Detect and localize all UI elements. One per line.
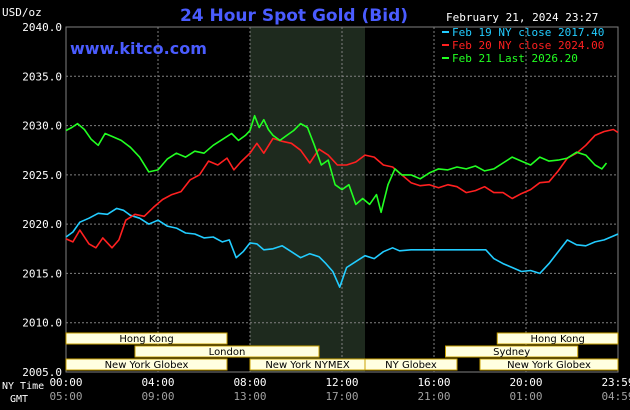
x-tick-label-gmt: 05:00 [49,390,82,403]
x-tick-label-ny: 20:00 [509,376,542,389]
series-line-3 [65,114,608,214]
ny-session-shade [250,27,365,372]
timestamp: February 21, 2024 23:27 [446,11,598,24]
y-tick-label: 2005.0 [22,366,62,379]
ny-time-row-label: NY Time [2,381,44,392]
legend-entry: Feb 21 Last 2026.20 [452,52,578,65]
session-label: New York Globex [105,360,189,371]
legend-entry: Feb 19 NY close 2017.40 [452,26,604,39]
x-tick-label-ny: 04:00 [141,376,174,389]
y-tick-label: 2020.0 [22,218,62,231]
x-tick-label-gmt: 13:00 [233,390,266,403]
chart-title: 24 Hour Spot Gold (Bid) [180,6,408,26]
y-tick-label: 2035.0 [22,70,62,83]
x-tick-label-gmt: 17:00 [325,390,358,403]
y-tick-label: 2030.0 [22,120,62,133]
gmt-row-label: GMT [10,394,28,405]
x-tick-label-gmt: 21:00 [417,390,450,403]
session-bar [134,345,320,358]
session-label: Sydney [493,347,530,358]
session-bar [65,358,228,371]
session-label: Hong Kong [530,334,584,345]
x-tick-label-ny: 00:00 [49,376,82,389]
series-line-1 [65,207,619,289]
session-bar [479,358,619,371]
x-tick-label-gmt: 04:59 [601,390,630,403]
y-tick-label: 2025.0 [22,169,62,182]
y-tick-label: 2010.0 [22,317,62,330]
session-label: Hong Kong [119,334,173,345]
y-tick-label: 2040.0 [22,21,62,34]
x-tick-label-ny: 12:00 [325,376,358,389]
x-tick-label-ny: 23:59 [601,376,630,389]
x-tick-label-gmt: 01:00 [509,390,542,403]
x-tick-label-gmt: 09:00 [141,390,174,403]
plot-frame [65,26,619,373]
units-label: USD/oz [2,6,42,19]
legend-entry: Feb 20 NY close 2024.00 [452,39,604,52]
x-tick-label-ny: 16:00 [417,376,450,389]
session-label: NY Globex [385,360,437,371]
session-bar [364,358,458,371]
session-label: New York Globex [507,360,591,371]
session-label: New York NYMEX [265,360,350,371]
y-tick-label: 2015.0 [22,267,62,280]
series-line-2 [65,128,619,249]
y-tick-labels: 2040.0 2035.0 2030.0 2025.0 2020.0 2015.0 2010… [22,21,62,379]
session-bars-layer: Hong Kong Hong Kong London Sydney New York G… [65,332,619,371]
grid-layer [65,26,619,373]
website-label: www.kitco.com [70,39,207,58]
x-tick-label-ny: 08:00 [233,376,266,389]
session-bar [65,332,228,345]
ny-session-shade-layer [250,27,365,372]
session-label: London [209,347,246,358]
series-layer [65,114,619,289]
session-bar [496,332,619,345]
session-bar [445,345,579,358]
